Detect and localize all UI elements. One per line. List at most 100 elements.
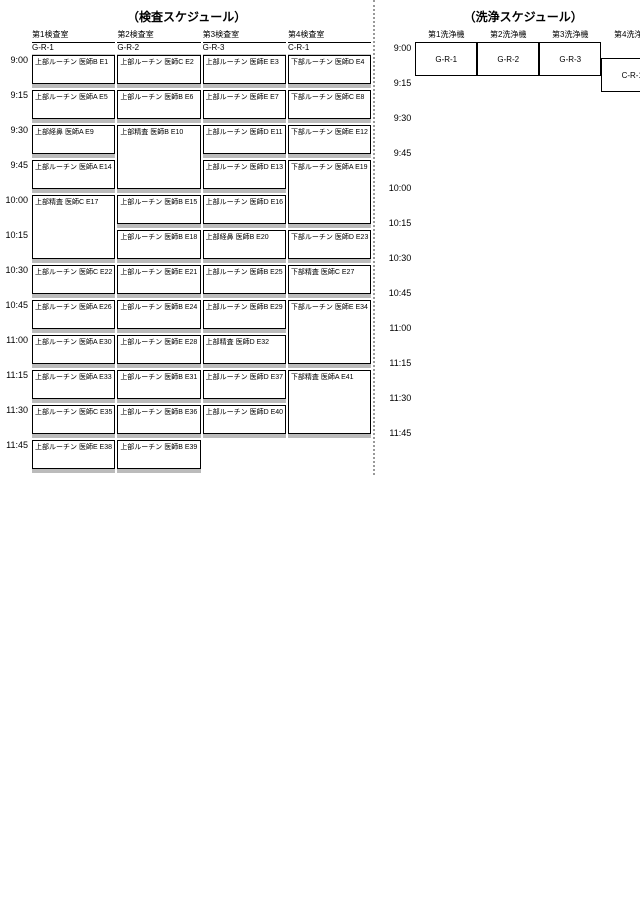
slot-cell: 上部ルーチン 医師B E39 bbox=[117, 440, 200, 469]
slot-cell: 下部精査 医師C E27 bbox=[288, 265, 371, 294]
exam-slot: 上部ルーチン 医師B E18 bbox=[117, 230, 200, 259]
slot-cell: 上部ルーチン 医師E E38 bbox=[32, 440, 115, 469]
slot-cell: 下部ルーチン 医師D E4 bbox=[288, 55, 371, 84]
time-label: 9:00 bbox=[383, 43, 415, 78]
exam-slot: 上部ルーチン 医師B E25 bbox=[203, 265, 286, 294]
slot-cell: 上部ルーチン 医師D E37 bbox=[203, 370, 286, 399]
slot-cell: 上部ルーチン 医師A E5 bbox=[32, 90, 115, 119]
exam-slot: 上部ルーチン 医師D E37 bbox=[203, 370, 286, 399]
time-label: 10:30 bbox=[383, 253, 415, 288]
exam-slot: 上部ルーチン 医師D E13 bbox=[203, 160, 286, 189]
slot-cell: 下部ルーチン 医師C E8 bbox=[288, 90, 371, 119]
slot-cell: 上部ルーチン 医師B E25 bbox=[203, 265, 286, 294]
clean-title: （洗浄スケジュール） bbox=[383, 8, 640, 25]
exam-room-column: 第2検査室G-R-2上部ルーチン 医師C E2 上部ルーチン 医師B E6 上部精査… bbox=[117, 29, 200, 475]
slot-cell: 上部精査 医師C E17 bbox=[32, 195, 115, 259]
clean-section: （洗浄スケジュール） 9:009:159:309:4510:0010:1510:… bbox=[373, 0, 640, 475]
time-label: 9:30 bbox=[0, 125, 32, 160]
exam-slot: 下部ルーチン 医師D E4 bbox=[288, 55, 371, 84]
slot-cell: 下部ルーチン 医師A E19 bbox=[288, 160, 371, 224]
slot-cell: 下部ルーチン 医師E E12 bbox=[288, 125, 371, 154]
room-header: 第2検査室 bbox=[117, 29, 200, 43]
slot-cell: 上部精査 医師B E10 bbox=[117, 125, 200, 189]
slot-cell: 上部経鼻 医師B E20 bbox=[203, 230, 286, 259]
exam-slot: 上部ルーチン 医師D E16 bbox=[203, 195, 286, 224]
time-label: 9:30 bbox=[383, 113, 415, 148]
room-header: 第3検査室 bbox=[203, 29, 286, 43]
slot-cell: 上部ルーチン 医師E E21 bbox=[117, 265, 200, 294]
clean-rooms: 第1洗浄機 G-R-1第2洗浄機 G-R-2第3洗浄機G-R-3第4洗浄機 C-R-1 bbox=[415, 29, 640, 463]
time-label: 10:00 bbox=[383, 183, 415, 218]
slot-cell: 下部ルーチン 医師D E23 bbox=[288, 230, 371, 259]
time-label: 11:15 bbox=[383, 358, 415, 393]
exam-section: （検査スケジュール） 9:009:159:309:4510:0010:1510:… bbox=[0, 0, 373, 475]
slot-cell: 上部ルーチン 医師E E3 bbox=[203, 55, 286, 84]
exam-time-column: 9:009:159:309:4510:0010:1510:3010:4511:0… bbox=[0, 29, 32, 475]
exam-slot: 上部ルーチン 医師D E11 bbox=[203, 125, 286, 154]
exam-slot: 上部ルーチン 医師B E15 bbox=[117, 195, 200, 224]
clean-cell: G-R-3 bbox=[539, 42, 601, 76]
room-code: G-R-2 bbox=[117, 43, 200, 55]
time-label: 10:45 bbox=[383, 288, 415, 323]
slot-cell: 上部ルーチン 医師A E14 bbox=[32, 160, 115, 189]
exam-room-column: 第1検査室G-R-1上部ルーチン 医師B E1上部ルーチン 医師A E5上部経鼻… bbox=[32, 29, 115, 475]
room-header: 第1検査室 bbox=[32, 29, 115, 43]
exam-slot: 下部ルーチン 医師C E8 bbox=[288, 90, 371, 119]
exam-slot: 上部ルーチン 医師A E30 bbox=[32, 335, 115, 364]
exam-slot: 上部ルーチン 医師B E36 bbox=[117, 405, 200, 434]
slot-cell: 上部精査 医師D E32 bbox=[203, 335, 286, 364]
slot-cell: 上部ルーチン 医師E E28 bbox=[117, 335, 200, 364]
time-label: 10:15 bbox=[0, 230, 32, 265]
exam-slot: 上部経鼻 医師B E20 bbox=[203, 230, 286, 259]
exam-slot: 下部ルーチン 医師D E23 bbox=[288, 230, 371, 259]
exam-slot: 上部ルーチン 医師B E39 bbox=[117, 440, 200, 469]
exam-slot: 上部ルーチン 医師C E35 bbox=[32, 405, 115, 434]
exam-slot: 下部ルーチン 医師A E19 bbox=[288, 160, 371, 224]
time-label: 9:00 bbox=[0, 55, 32, 90]
exam-slot: 上部ルーチン 医師E E3 bbox=[203, 55, 286, 84]
exam-slot: 上部ルーチン 医師C E2 bbox=[117, 55, 200, 84]
slot-cell: 上部ルーチン 医師A E26 bbox=[32, 300, 115, 329]
exam-slot: 上部精査 医師C E17 bbox=[32, 195, 115, 259]
clean-column: 第3洗浄機G-R-3 bbox=[539, 29, 601, 463]
time-label: 9:45 bbox=[0, 160, 32, 195]
exam-slot: 上部精査 医師D E32 bbox=[203, 335, 286, 364]
slot-cell: 上部ルーチン 医師B E29 bbox=[203, 300, 286, 329]
exam-slot: 上部ルーチン 医師D E40 bbox=[203, 405, 286, 434]
slot-cell: 上部ルーチン 医師B E15 bbox=[117, 195, 200, 224]
exam-slot: 上部ルーチン 医師E E21 bbox=[117, 265, 200, 294]
clean-grid: 9:009:159:309:4510:0010:1510:3010:4511:0… bbox=[383, 29, 640, 463]
clean-header: 第4洗浄機 bbox=[601, 29, 640, 40]
clean-cell: C-R-1 bbox=[601, 58, 640, 92]
exam-slot: 上部精査 医師B E10 bbox=[117, 125, 200, 189]
exam-slot: 上部ルーチン 医師C E22 bbox=[32, 265, 115, 294]
slot-cell: 上部ルーチン 医師B E1 bbox=[32, 55, 115, 84]
slot-cell: 上部ルーチン 医師B E24 bbox=[117, 300, 200, 329]
room-code: G-R-1 bbox=[32, 43, 115, 55]
clean-cell: G-R-1 bbox=[415, 42, 477, 76]
slot-cell: 上部ルーチン 医師A E33 bbox=[32, 370, 115, 399]
time-label: 9:45 bbox=[383, 148, 415, 183]
clean-column: 第4洗浄機 C-R-1 bbox=[601, 29, 640, 463]
time-label: 11:00 bbox=[0, 335, 32, 370]
slot-cell: 上部ルーチン 医師B E31 bbox=[117, 370, 200, 399]
exam-title: （検査スケジュール） bbox=[0, 8, 373, 25]
exam-slot: 上部ルーチン 医師E E38 bbox=[32, 440, 115, 469]
clean-header: 第1洗浄機 bbox=[415, 29, 477, 40]
clean-cell: G-R-2 bbox=[477, 42, 539, 76]
clean-column: 第1洗浄機 G-R-1 bbox=[415, 29, 477, 463]
clean-column: 第2洗浄機 G-R-2 bbox=[477, 29, 539, 463]
slot-cell: 下部ルーチン 医師E E34 bbox=[288, 300, 371, 364]
clean-header: 第2洗浄機 bbox=[477, 29, 539, 40]
exam-slot: 上部ルーチン 医師A E26 bbox=[32, 300, 115, 329]
exam-slot: 上部ルーチン 医師B E31 bbox=[117, 370, 200, 399]
slot-cell: 上部ルーチン 医師D E11 bbox=[203, 125, 286, 154]
clean-time-column: 9:009:159:309:4510:0010:1510:3010:4511:0… bbox=[383, 29, 415, 463]
slot-cell: 上部ルーチン 医師C E35 bbox=[32, 405, 115, 434]
time-label: 9:15 bbox=[0, 90, 32, 125]
exam-room-column: 第3検査室G-R-3上部ルーチン 医師E E3上部ルーチン 医師E E7上部ルー… bbox=[203, 29, 286, 475]
exam-room-column: 第4検査室C-R-1下部ルーチン 医師D E4下部ルーチン 医師C E8下部ルー… bbox=[288, 29, 371, 475]
exam-slot: 下部精査 医師C E27 bbox=[288, 265, 371, 294]
time-label: 10:45 bbox=[0, 300, 32, 335]
slot-cell: 上部ルーチン 医師B E6 bbox=[117, 90, 200, 119]
